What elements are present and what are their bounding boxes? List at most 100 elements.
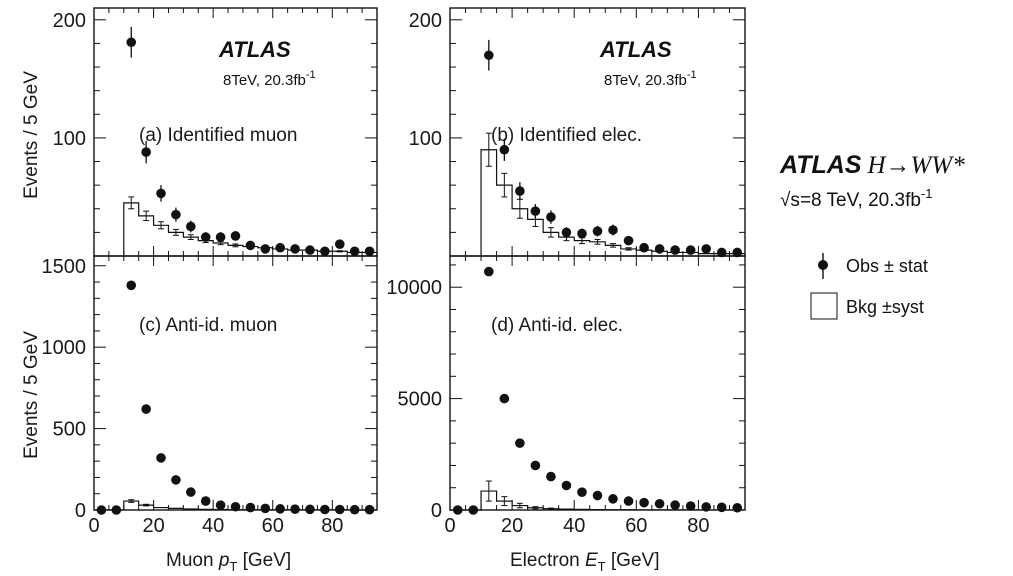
figure-title: ATLAS H→WW* [779, 151, 965, 179]
panel-b-obs-point [701, 244, 711, 254]
panel-b-obs-point [716, 247, 727, 258]
legend-bkg-label: Bkg ±syst [846, 297, 924, 317]
panel-d-obs-point [716, 502, 727, 513]
panel-b-label: (b) Identified elec. [491, 125, 642, 146]
panel-d-obs-point [592, 490, 603, 501]
panel-a-obs-point [156, 188, 166, 199]
panel-c-ytick-label: 1000 [42, 337, 87, 359]
panel-a-obs-point [230, 231, 241, 241]
x-axis-label-electron-var: E [585, 550, 598, 571]
panel-d-bkg-histogram [450, 490, 746, 511]
panel-a: 100 200 (a) Identified muon [53, 7, 378, 257]
panel-c-obs-point [186, 487, 196, 497]
panel-d-xtick-label: 0 [444, 515, 455, 537]
x-axis-label-muon-sub: T [229, 559, 237, 574]
panel-d-ytick-label: 0 [431, 500, 442, 522]
x-axis-label-muon-post: [GeV] [237, 550, 291, 571]
figure-title-experiment: ATLAS [779, 151, 862, 179]
panel-b-obs-point [561, 227, 572, 238]
panel-d-xtick-label: 20 [501, 515, 523, 537]
panel-c-bkg-histogram [94, 500, 377, 511]
x-axis-label-muon-pre: Muon [166, 550, 219, 571]
panel-b-atlas-tag: ATLAS [599, 37, 672, 62]
panel-b-bkg-histogram [480, 149, 746, 256]
panel-a-obs-point [364, 246, 375, 257]
panel-d-obs-point [685, 501, 696, 511]
panel-a-atlas-tag: ATLAS [218, 37, 291, 62]
panel-c-obs-point [364, 504, 375, 515]
energy-sup: -1 [921, 186, 933, 201]
panel-a-obs-point [290, 244, 300, 254]
panel-d-obs-point [639, 497, 649, 508]
panel-d-obs-point [561, 480, 572, 491]
panel-b-obs-point [592, 226, 603, 236]
panel-c-obs-point [290, 504, 300, 514]
panel-c-obs-point [96, 505, 107, 515]
panel-d-obs-point [468, 505, 479, 515]
panel-a-obs-point [334, 239, 345, 249]
panel-c-xtick-label: 0 [88, 515, 99, 537]
panel-b-obs-point [515, 186, 525, 196]
panel-c-xtick-label: 60 [262, 515, 284, 537]
panel-c-obs-point [245, 502, 256, 513]
legend-obs-label: Obs ± stat [846, 256, 928, 276]
panel-d-xtick-label: 60 [625, 515, 647, 537]
panel-a-obs-point [171, 209, 181, 220]
panel-a-obs-point [186, 221, 196, 232]
panel-d-obs-point [732, 502, 743, 513]
panel-b-obs-point [499, 144, 510, 155]
x-axis-label-electron-post: [GeV] [606, 550, 660, 571]
x-axis-label-electron-pre: Electron [510, 550, 585, 571]
panel-b-obs-point [732, 247, 743, 258]
panel-d-obs-point [701, 502, 711, 512]
figure-title-process: H→WW* [866, 152, 965, 179]
panel-a-ytick-label: 100 [53, 128, 86, 150]
panel-a-obs-point [245, 240, 256, 251]
panel-d-xtick-label: 40 [563, 515, 585, 537]
energy-label: √s=8 TeV, 20.3fb-1 [780, 186, 932, 211]
panel-b-obs-point [546, 212, 556, 222]
panel-c-obs-point [260, 503, 271, 514]
panel-c-ytick-label: 0 [75, 500, 86, 522]
panel-a-obs-point [141, 147, 151, 157]
panel-d-obs-point [452, 505, 463, 515]
x-axis-label-electron-sub: T [598, 559, 606, 574]
panel-c-obs-point [200, 496, 211, 506]
panel-c-obs-point [320, 504, 330, 515]
panel-b: 100 200 (b) Identified elec. [409, 7, 746, 258]
panel-d-obs-point [577, 487, 587, 497]
energy-sqrt: √s [780, 190, 800, 211]
x-axis-label-muon: Muon pT [GeV] [166, 550, 291, 574]
panel-c-obs-point [156, 453, 166, 463]
panel-a-ytick-label: 200 [53, 10, 86, 32]
panel-d: 0 20 40 60 80 0 5000 10000 (d) Anti-id. elec. [386, 255, 746, 537]
panel-c-ytick-label: 1500 [42, 256, 87, 278]
panel-b-ytick-label: 100 [409, 128, 442, 150]
energy-text: =8 TeV, 20.3fb [800, 190, 921, 211]
panel-a-label: (a) Identified muon [139, 125, 297, 146]
panel-b-obs-point [530, 206, 541, 216]
legend-bkg-marker [810, 292, 838, 320]
panel-b-obs-point [685, 245, 696, 255]
panel-b-obs-point [670, 245, 680, 255]
legend-obs-marker [818, 260, 828, 270]
panel-c-obs-point [275, 504, 285, 514]
panel-c-frame [93, 255, 378, 511]
legend-item-obs: Obs ± stat [818, 253, 928, 279]
panel-d-ytick-label: 10000 [386, 277, 442, 299]
panel-d-obs-point [484, 266, 494, 277]
panel-a-lumi-text: 8TeV, 20.3fb [223, 72, 306, 89]
panel-d-frame [449, 255, 746, 511]
panel-d-obs-point [608, 494, 618, 504]
panel-d-obs-point [499, 393, 510, 404]
panel-a-lumi-sup: -1 [306, 69, 316, 81]
panel-b-obs-point [484, 50, 494, 61]
panel-a-obs-point [320, 246, 330, 257]
panel-b-obs-point [623, 235, 634, 246]
panel-d-obs-point [546, 471, 556, 482]
panel-a-obs-point [260, 244, 271, 254]
panel-d-obs-point [530, 460, 541, 471]
panel-a-obs-point [349, 246, 360, 257]
panel-c-obs-point [141, 404, 151, 414]
